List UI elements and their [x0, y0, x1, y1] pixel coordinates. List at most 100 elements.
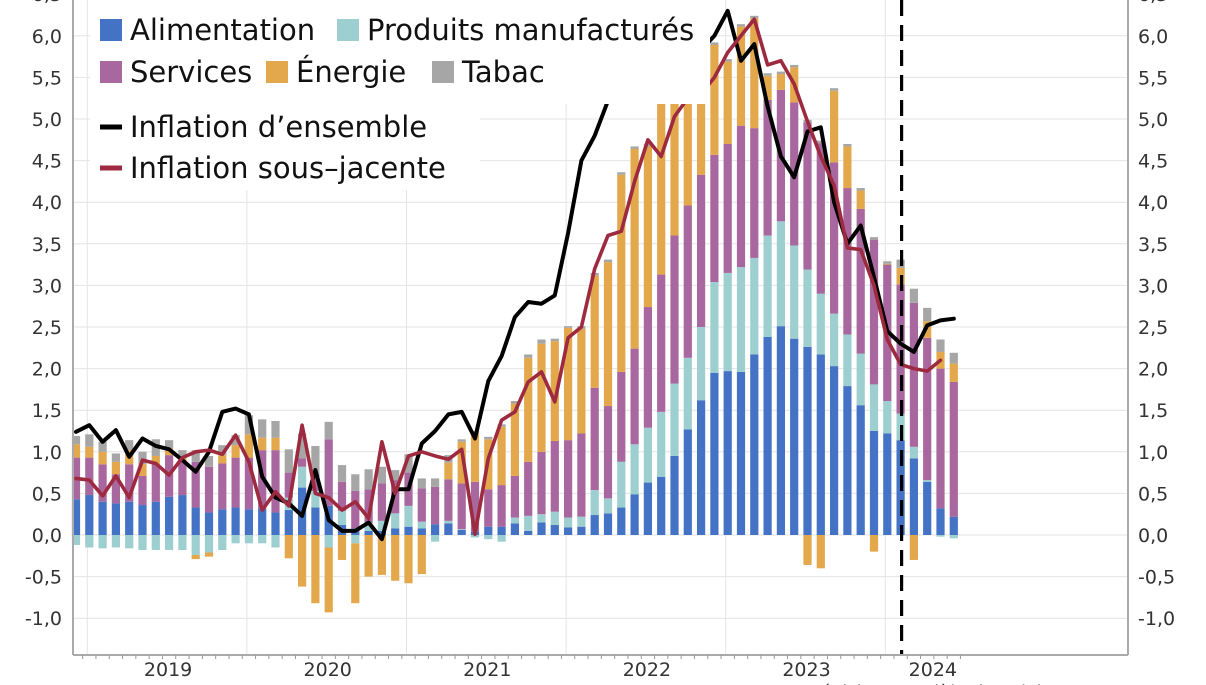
bar-tabac	[337, 465, 347, 482]
bar--nergie	[244, 434, 253, 458]
bar-services	[909, 302, 918, 447]
bar--nergie	[391, 535, 400, 581]
bar--nergie	[723, 61, 732, 144]
bar-alimentation	[484, 526, 493, 535]
bar-produits-manufactur-s	[776, 221, 785, 327]
bar--nergie	[231, 445, 240, 458]
bar-tabac	[617, 172, 626, 175]
bar-services	[457, 483, 466, 530]
y-tick-label-right: 0,5	[1138, 483, 1168, 505]
bar-services	[377, 483, 386, 521]
bar-alimentation	[311, 507, 320, 535]
line-inflation-d-ensemble	[74, 8, 956, 542]
bar--nergie	[843, 146, 852, 189]
bar--nergie	[776, 74, 785, 90]
bar--nergie	[630, 148, 639, 349]
bar-services	[524, 461, 533, 516]
bar--nergie	[271, 437, 280, 451]
year-label: 2020	[304, 659, 352, 681]
bar-services	[337, 481, 347, 511]
legend-label-services: Services	[130, 55, 252, 89]
bar-tabac	[869, 237, 879, 240]
bar--nergie	[98, 451, 107, 465]
bar-tabac	[71, 435, 81, 445]
bar-alimentation	[231, 507, 240, 535]
bar-produits-manufactur-s	[630, 444, 639, 495]
bar-tabac	[351, 474, 360, 491]
bar--nergie	[111, 461, 120, 475]
bar-alimentation	[883, 433, 892, 535]
y-tick-label-left: 2,0	[32, 359, 62, 381]
bar--nergie	[311, 535, 320, 604]
bar--nergie	[763, 75, 772, 100]
bar-produits-manufactur-s	[138, 535, 147, 550]
bar-tabac	[909, 288, 918, 303]
bar-services	[803, 122, 812, 270]
bar--nergie	[258, 437, 267, 451]
bar-tabac	[537, 339, 546, 344]
y-tick-label-right: 1,5	[1138, 400, 1168, 422]
y-tick-label-left: 3,5	[32, 234, 62, 256]
legend-label-alimentation: Alimentation	[130, 13, 315, 47]
bar-alimentation	[85, 495, 94, 535]
bar-tabac	[603, 259, 613, 263]
legend-background	[90, 104, 480, 190]
bar--nergie	[324, 547, 333, 613]
legend-swatch-tabac	[432, 61, 454, 83]
bar--nergie	[457, 441, 466, 484]
bar-produits-manufactur-s	[71, 535, 81, 545]
bar-tabac	[298, 433, 307, 459]
y-tick-label-right: 0,0	[1138, 525, 1168, 547]
bar-services	[896, 284, 905, 414]
bar-services	[843, 188, 852, 335]
bar--nergie	[697, 42, 706, 175]
bar--nergie	[683, 29, 692, 206]
bar-produits-manufactur-s	[564, 517, 573, 528]
bar-alimentation	[590, 515, 599, 535]
bar-tabac	[843, 143, 852, 147]
bar-alimentation	[431, 524, 440, 535]
bar-tabac	[284, 449, 293, 473]
bar-services	[670, 235, 679, 384]
bar--nergie	[803, 535, 812, 565]
bar-tabac	[417, 478, 426, 489]
bar-produits-manufactur-s	[723, 272, 732, 372]
y-tick-label-right: -0,5	[1138, 567, 1175, 589]
bar-alimentation	[204, 512, 214, 535]
y-tick-label-right: 2,5	[1138, 317, 1168, 339]
bar-alimentation	[138, 505, 147, 535]
bar-services	[431, 486, 440, 525]
year-label: 2021	[463, 659, 511, 681]
bar-services	[697, 174, 706, 327]
year-label: 2019	[144, 659, 192, 681]
bar-produits-manufactur-s	[457, 529, 466, 531]
bar-services	[497, 485, 506, 527]
legend-label-produits-manufactur-s: Produits manufacturés	[367, 13, 694, 47]
bar--nergie	[470, 433, 480, 482]
bar-produits-manufactur-s	[271, 535, 280, 548]
bar--nergie	[138, 464, 147, 476]
bar-tabac	[723, 59, 732, 62]
bar-services	[191, 461, 200, 508]
bar--nergie	[497, 426, 506, 486]
bar-tabac	[377, 466, 386, 484]
y-tick-label-left: 4,0	[32, 192, 62, 214]
bar-alimentation	[776, 326, 785, 535]
bar-produits-manufactur-s	[351, 535, 360, 544]
bar-alimentation	[510, 523, 519, 535]
bar-tabac	[111, 453, 120, 462]
bar-tabac	[923, 307, 932, 322]
bar-produits-manufactur-s	[670, 383, 679, 456]
bar-tabac	[391, 470, 400, 481]
bar-alimentation	[617, 507, 626, 535]
bar-produits-manufactur-s	[830, 313, 839, 367]
bar-alimentation	[763, 336, 772, 535]
legend-background	[90, 0, 710, 104]
bar-produits-manufactur-s	[417, 521, 426, 529]
bar-alimentation	[444, 523, 453, 535]
bar-alimentation	[258, 508, 267, 535]
bar-produits-manufactur-s	[364, 522, 373, 531]
bar-services	[923, 337, 932, 481]
bar-tabac	[524, 354, 533, 358]
y-tick-label-left: 0,0	[32, 525, 62, 547]
